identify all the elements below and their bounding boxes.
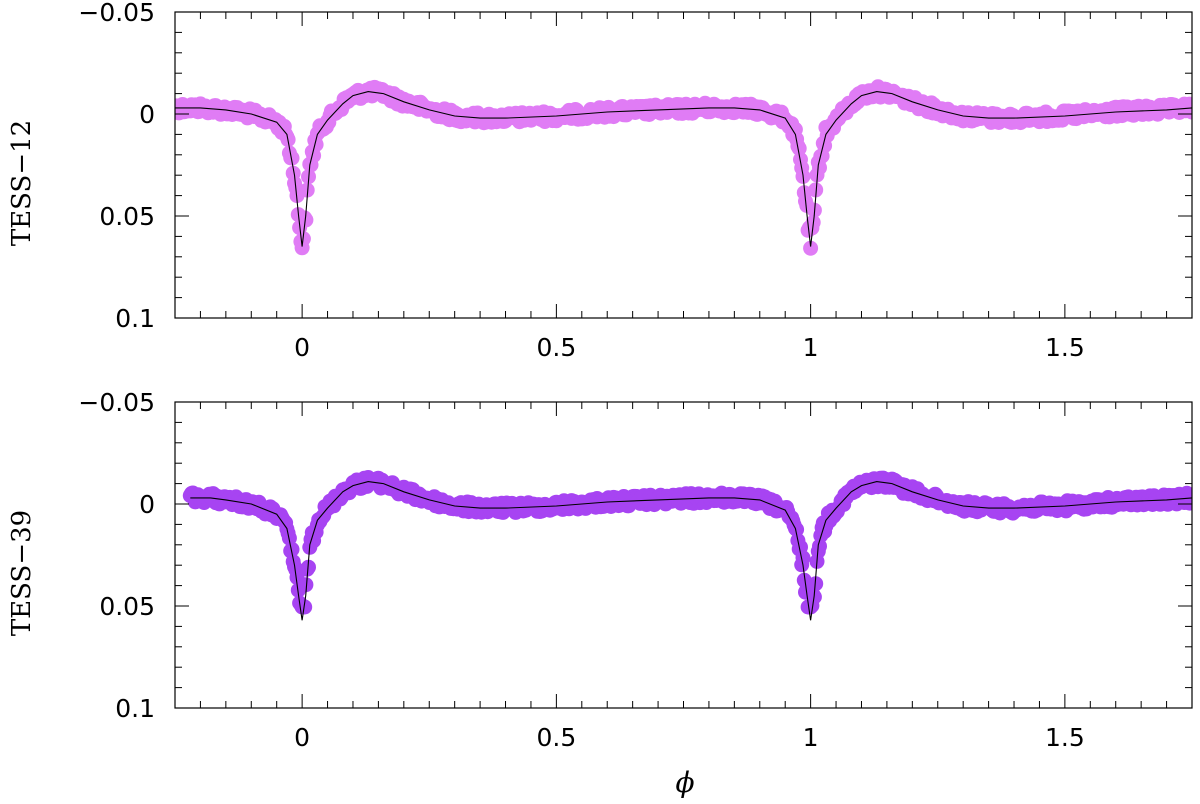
model-curve [175,91,1192,247]
x-tick-label: 1 [803,333,819,362]
scatter-points [175,79,1192,256]
y-axis-label: TESS−39 [7,510,37,636]
tess-39-panel: 0 0.5 1 1.5 −0.05 0 0.05 0.1 TESS−39 [7,388,1193,752]
x-tick-label: 1.5 [1045,723,1085,752]
y-tick-label: −0.05 [78,388,155,417]
y-tick-label: 0.1 [115,304,155,333]
data-point [812,160,827,176]
data-point [298,577,314,593]
x-axis-label: ϕ [675,766,694,799]
y-tick-label: 0.1 [115,694,155,723]
data-point [284,150,300,166]
y-tick-label: 0.05 [99,202,155,231]
data-point [795,550,811,566]
plot-frame [174,401,1193,709]
x-tick-label: 1 [803,723,819,752]
y-tick-label: −0.05 [78,0,155,27]
data-point [308,137,324,152]
y-tick-label: 0 [139,490,155,519]
data-point [791,140,807,156]
data-point [298,212,314,228]
data-point [284,541,300,557]
data-point [803,240,819,256]
y-tick-label: 0.05 [99,592,155,621]
x-tick-label: 0 [294,723,310,752]
model-curve [190,481,1192,621]
tess-12-panel: 0 0.5 1 1.5 −0.05 0 0.05 0.1 TESS−12 [7,0,1193,362]
plot-frame [174,11,1193,319]
scatter-points [182,470,1192,615]
x-tick-label: 0.5 [536,723,576,752]
y-tick-label: 0 [139,100,155,129]
data-point [808,182,824,198]
x-tick-label: 0 [294,333,310,362]
x-tick-label: 0.5 [536,333,576,362]
y-axis-label: TESS−12 [7,120,37,246]
data-point [299,182,315,198]
data-point [789,522,805,537]
x-tick-label: 1.5 [1045,333,1085,362]
